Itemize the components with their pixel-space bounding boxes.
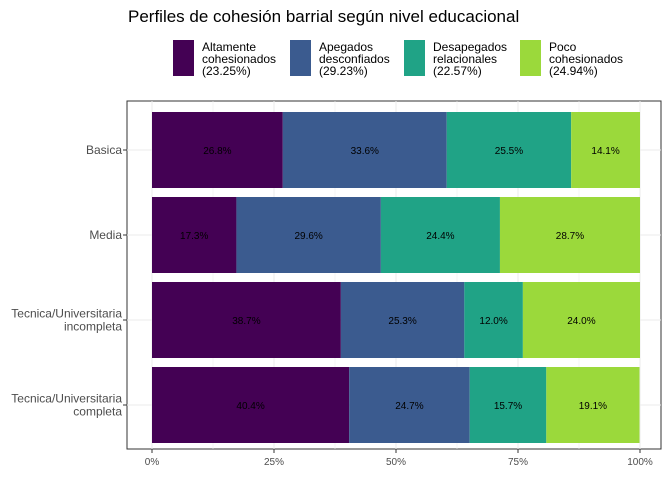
- x-axis: 0% 25% 50% 75% 100%: [145, 449, 653, 468]
- data-label-cat2-series1: 25.3%: [388, 316, 416, 327]
- category-label-1-line-0: Media: [89, 228, 122, 242]
- legend-label-1-line-2: (29.23%): [319, 64, 368, 78]
- x-tick-label-0: 0%: [145, 457, 160, 468]
- data-label-cat2-series3: 24.0%: [567, 316, 595, 327]
- x-tick-label-2: 50%: [386, 457, 406, 468]
- bar-cat2-series2: [464, 282, 523, 358]
- data-labels: 26.8% 33.6% 25.5% 14.1% 17.3% 29.6% 24.4% 28.7%…: [180, 146, 620, 412]
- legend-label-3-line-1: cohesionados: [549, 52, 623, 66]
- legend-label-2-line-1: relacionales: [433, 52, 497, 66]
- data-label-cat3-series1: 24.7%: [395, 401, 423, 412]
- bar-cat3-series2: [469, 367, 547, 443]
- legend-swatch-0: [173, 40, 194, 76]
- category-label-2-line-0: Tecnica/Universitaria: [11, 307, 122, 321]
- data-label-cat0-series2: 25.5%: [495, 146, 523, 157]
- legend-label-3-line-2: (24.94%): [549, 64, 598, 78]
- data-label-cat1-series3: 28.7%: [556, 231, 584, 242]
- bar-cat3-series3: [546, 367, 640, 443]
- legend-swatch-2: [404, 40, 425, 76]
- legend-label-2-line-2: (22.57%): [433, 64, 482, 78]
- bars: [152, 112, 640, 443]
- data-label-cat3-series2: 15.7%: [494, 401, 522, 412]
- bar-cat3-series0: [152, 367, 350, 443]
- category-label-0-line-0: Basica: [86, 143, 122, 157]
- category-label-2-line-1: incompleta: [64, 320, 122, 334]
- x-tick-label-4: 100%: [627, 457, 653, 468]
- bar-cat2-series0: [152, 282, 341, 358]
- bar-cat2-series3: [522, 282, 640, 358]
- legend-label-0-line-0: Altamente: [202, 40, 256, 54]
- category-label-3-line-1: completa: [73, 405, 122, 419]
- bar-cat1-series2: [380, 197, 500, 273]
- data-label-cat3-series3: 19.1%: [579, 401, 607, 412]
- bar-cat1-series1: [236, 197, 381, 273]
- bar-cat3-series1: [349, 367, 470, 443]
- legend-label-0-line-1: cohesionados: [202, 52, 276, 66]
- legend-label-0-line-2: (23.25%): [202, 64, 251, 78]
- data-label-cat2-series2: 12.0%: [479, 316, 507, 327]
- bar-cat1-series0: [152, 197, 237, 273]
- bar-cat0-series1: [282, 112, 447, 188]
- data-label-cat0-series3: 14.1%: [591, 146, 619, 157]
- data-label-cat0-series1: 33.6%: [351, 146, 379, 157]
- legend-swatch-3: [520, 40, 541, 76]
- plot-panel: [126, 100, 662, 450]
- legend-swatch-1: [290, 40, 311, 76]
- data-label-cat3-series0: 40.4%: [236, 401, 264, 412]
- data-label-cat2-series0: 38.7%: [232, 316, 260, 327]
- x-tick-label-3: 75%: [508, 457, 528, 468]
- bar-cat0-series0: [152, 112, 283, 188]
- legend-label-1-line-1: desconfiados: [319, 52, 390, 66]
- data-label-cat1-series2: 24.4%: [426, 231, 454, 242]
- legend-label-1-line-0: Apegados: [319, 40, 373, 54]
- y-axis: BasicaMediaTecnica/Universitariaincomple…: [11, 143, 127, 419]
- category-label-3-line-0: Tecnica/Universitaria: [11, 392, 122, 406]
- legend: Altamentecohesionados(23.25%)Apegadosdes…: [173, 40, 623, 78]
- bar-cat0-series3: [571, 112, 640, 188]
- bar-cat1-series3: [499, 197, 640, 273]
- legend-label-2-line-0: Desapegados: [433, 40, 507, 54]
- data-label-cat1-series1: 29.6%: [294, 231, 322, 242]
- data-label-cat1-series0: 17.3%: [180, 231, 208, 242]
- legend-label-3-line-0: Poco: [549, 40, 577, 54]
- chart-title: Perfiles de cohesión barrial según nivel…: [128, 7, 519, 26]
- bar-cat2-series1: [340, 282, 465, 358]
- data-label-cat0-series0: 26.8%: [203, 146, 231, 157]
- bar-cat0-series2: [446, 112, 572, 188]
- x-tick-label-1: 25%: [264, 457, 284, 468]
